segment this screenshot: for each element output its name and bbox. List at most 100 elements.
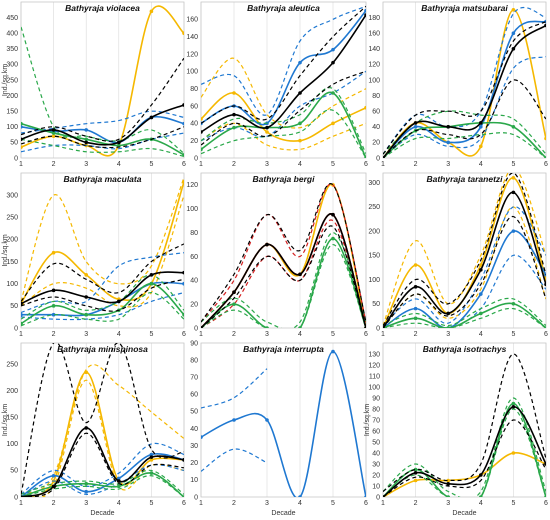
x-tick-label: 3 (265, 500, 269, 507)
y-tick-label: 160 (186, 17, 198, 24)
ci-lower-line (383, 56, 546, 158)
ci-lower-line (21, 379, 184, 497)
chart-panel-3: 0 20 40 60 80 100 120 140 160 180 1 2 3 4 5 6 Bathyraja … (368, 1, 548, 168)
y-tick-label: 140 (186, 34, 198, 41)
y-tick-label: 300 (368, 180, 380, 187)
x-tick-label: 2 (52, 500, 56, 507)
data-point (446, 326, 450, 328)
chart-title: Bathyraja minispinosa (57, 344, 148, 354)
chart-panel-5: 0 20 40 60 80 100 120 1 2 3 4 5 6 Bathyraja bergi (186, 172, 368, 338)
plot-frame (20, 342, 185, 498)
series-line (383, 452, 546, 497)
data-point (364, 8, 366, 13)
chart-panel-4: 0 50 100 150 200 250 300 1 2 3 4 5 6 Bathyraja macula… (2, 172, 186, 338)
data-point (51, 473, 56, 478)
data-point (265, 242, 269, 247)
data-point (84, 295, 88, 299)
data-point (84, 370, 88, 375)
data-point (413, 316, 418, 321)
data-point (544, 136, 546, 141)
x-tick-label: 2 (52, 331, 56, 338)
series-group (201, 349, 366, 497)
y-tick-label: 300 (6, 192, 18, 199)
ci-upper-line (21, 26, 184, 154)
ci-upper-line (383, 173, 546, 326)
series-line (201, 92, 366, 142)
x-tick-label: 2 (414, 500, 418, 507)
y-tick-label: 60 (190, 254, 198, 261)
data-point (182, 312, 184, 317)
y-tick-label: 20 (372, 140, 380, 147)
y-tick-label: 100 (6, 124, 18, 131)
series-group (383, 173, 546, 328)
x-tick-label: 4 (298, 161, 302, 168)
data-point (298, 60, 302, 65)
x-tick-label: 6 (544, 161, 548, 168)
data-point (149, 115, 154, 120)
x-tick-label: 3 (446, 161, 450, 168)
y-tick-label: 110 (369, 373, 380, 380)
y-tick-label: 200 (6, 388, 18, 395)
chart-title: Bathyraja isotrachys (423, 344, 507, 354)
y-tick-label: 0 (194, 155, 198, 162)
x-tick-label: 5 (511, 161, 515, 168)
y-tick-label: 90 (372, 395, 380, 402)
x-tick-label: 3 (84, 161, 88, 168)
y-tick-label: 0 (14, 494, 18, 501)
data-point (298, 272, 302, 277)
data-point (232, 418, 236, 422)
x-tick-label: 3 (446, 331, 450, 338)
y-tick-label: 350 (6, 46, 18, 53)
x-tick-label: 6 (364, 331, 368, 338)
x-tick-label: 1 (381, 331, 385, 338)
plot-frame (382, 1, 547, 159)
chart-panel-8: 0 10 20 30 40 50 60 70 80 90 1 2 3 4 5 6 Bathyraja inter… (190, 340, 368, 517)
chart-title: Bathyraja interrupta (243, 344, 324, 354)
series-line (21, 104, 184, 146)
y-tick-label: 90 (190, 340, 198, 347)
y-axis-label: Ind./sq.km (2, 64, 9, 96)
x-tick-label: 1 (19, 331, 23, 338)
data-point (511, 301, 516, 306)
chart-title: Bathyraja maculata (64, 174, 142, 184)
data-point (331, 236, 335, 241)
data-point (117, 479, 121, 483)
data-point (331, 349, 335, 354)
y-tick-label: 200 (368, 228, 380, 235)
data-point (51, 304, 56, 308)
data-point (232, 125, 236, 130)
ci-upper-line (383, 206, 546, 327)
data-point (364, 495, 366, 497)
x-tick-label: 4 (117, 500, 121, 507)
y-tick-label: 120 (368, 62, 380, 69)
ci-lower-line (383, 79, 546, 158)
data-point (21, 125, 23, 129)
data-point (84, 273, 88, 277)
y-tick-label: 40 (372, 124, 380, 131)
data-point (265, 130, 269, 134)
x-tick-label: 1 (381, 161, 385, 168)
data-point (511, 31, 516, 35)
series-line (383, 230, 546, 328)
data-point (413, 306, 418, 311)
ci-upper-line (21, 243, 184, 302)
chart-title: Bathyraja matsubarai (421, 3, 508, 13)
ci-upper-line (383, 20, 546, 155)
data-point (383, 495, 385, 497)
ci-upper-line (21, 442, 184, 495)
data-point (383, 326, 385, 328)
x-tick-label: 1 (19, 500, 23, 507)
data-point (511, 47, 516, 51)
x-tick-label: 2 (232, 331, 236, 338)
data-point (232, 302, 236, 306)
data-point (182, 180, 184, 184)
data-point (84, 426, 88, 430)
ci-lower-line (21, 138, 184, 158)
data-point (413, 121, 418, 125)
chart-title: Bathyraja bergi (253, 174, 316, 184)
data-point (84, 140, 88, 145)
ci-lower-line (21, 291, 184, 321)
x-tick-label: 6 (364, 161, 368, 168)
series-line (21, 453, 184, 497)
y-tick-label: 50 (10, 468, 18, 475)
